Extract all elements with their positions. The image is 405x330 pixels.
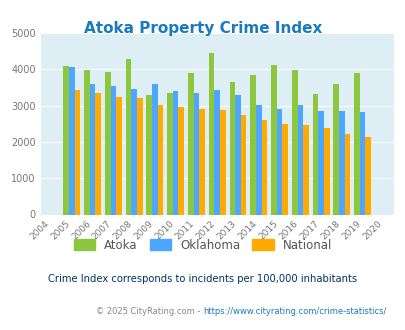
Bar (193, 92, 199, 214)
Bar (173, 91, 178, 214)
Bar (354, 73, 359, 215)
Bar (199, 109, 205, 214)
Bar (312, 94, 318, 214)
Bar (157, 105, 163, 214)
Text: Crime Index corresponds to incidents per 100,000 inhabitants: Crime Index corresponds to incidents per… (48, 274, 357, 284)
Bar (338, 111, 344, 214)
Bar (110, 86, 116, 214)
Bar (208, 53, 214, 214)
Bar (188, 73, 193, 215)
Bar (167, 92, 173, 214)
Legend: Atoka, Oklahoma, National: Atoka, Oklahoma, National (73, 239, 332, 251)
Bar (69, 68, 75, 214)
Bar (297, 105, 303, 214)
Bar (333, 84, 338, 214)
Bar (63, 66, 69, 214)
Bar (281, 124, 287, 214)
Bar (178, 108, 183, 214)
Text: https://www.cityrating.com/crime-statistics/: https://www.cityrating.com/crime-statist… (202, 307, 386, 316)
Bar (291, 70, 297, 214)
Bar (359, 112, 364, 214)
Bar (126, 59, 131, 215)
Bar (90, 84, 95, 214)
Bar (214, 90, 220, 214)
Bar (318, 111, 323, 214)
Bar (220, 110, 225, 214)
Bar (146, 95, 152, 214)
Bar (255, 105, 261, 214)
Bar (276, 109, 281, 214)
Bar (84, 70, 90, 214)
Text: Atoka Property Crime Index: Atoka Property Crime Index (83, 21, 322, 36)
Bar (303, 125, 308, 214)
Bar (364, 137, 370, 214)
Bar (104, 72, 110, 215)
Bar (229, 82, 234, 214)
Bar (131, 89, 136, 214)
Text: © 2025 CityRating.com -: © 2025 CityRating.com - (96, 307, 202, 316)
Bar (152, 84, 157, 214)
Bar (271, 65, 276, 214)
Bar (240, 115, 246, 214)
Bar (261, 120, 266, 214)
Bar (136, 98, 142, 214)
Bar (250, 75, 255, 215)
Bar (95, 93, 101, 214)
Bar (75, 90, 80, 214)
Bar (116, 97, 121, 214)
Bar (344, 134, 350, 214)
Bar (234, 95, 240, 214)
Bar (323, 128, 329, 214)
